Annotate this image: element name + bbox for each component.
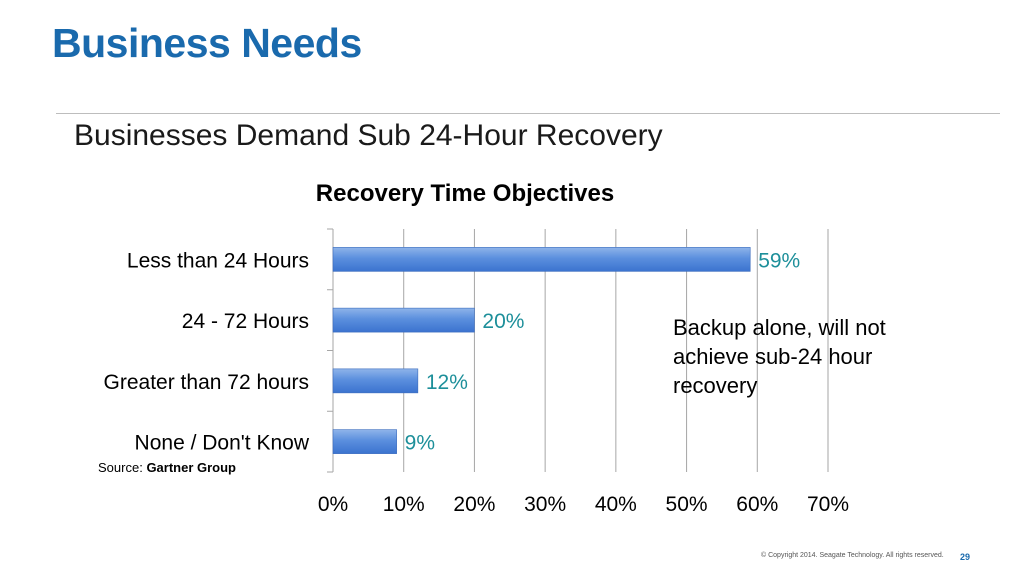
x-tick-label: 10% bbox=[383, 493, 425, 516]
chart-title: Recovery Time Objectives bbox=[315, 180, 615, 207]
category-label: Less than 24 Hours bbox=[127, 249, 309, 272]
category-label: 24 - 72 Hours bbox=[182, 310, 309, 333]
x-tick-label: 40% bbox=[595, 493, 637, 516]
axes bbox=[327, 228, 334, 473]
source-name: Gartner Group bbox=[146, 460, 237, 475]
x-tick-label: 60% bbox=[736, 493, 778, 516]
data-label: 59% bbox=[758, 249, 800, 272]
bars bbox=[332, 247, 751, 454]
bar bbox=[332, 247, 751, 272]
x-tick-label: 70% bbox=[807, 493, 849, 516]
category-label: None / Don't Know bbox=[135, 432, 310, 455]
x-tick-label: 20% bbox=[453, 493, 495, 516]
copyright-notice: © Copyright 2014. Seagate Technology. Al… bbox=[761, 552, 944, 559]
data-label: 20% bbox=[482, 310, 524, 333]
source-note: Source: Gartner Group bbox=[98, 460, 236, 475]
bar bbox=[332, 307, 475, 333]
x-tick-label: 50% bbox=[666, 493, 708, 516]
callout-note: Backup alone, will not achieve sub-24 ho… bbox=[673, 315, 886, 398]
slide-subtitle: Businesses Demand Sub 24-Hour Recovery bbox=[74, 119, 663, 152]
bar bbox=[332, 368, 419, 394]
labels: 0% 10% 20% 30% 40% 50% 60% 70% Less than 24 Hour… bbox=[104, 249, 849, 516]
data-label: 12% bbox=[426, 371, 468, 394]
category-label: Greater than 72 hours bbox=[104, 371, 309, 394]
x-tick-label: 30% bbox=[524, 493, 566, 516]
page-number: 29 bbox=[960, 552, 971, 562]
source-label: Source: bbox=[98, 460, 143, 475]
title-divider bbox=[56, 113, 1000, 114]
x-tick-label: 0% bbox=[318, 493, 348, 516]
bar bbox=[332, 429, 397, 454]
slide-title: Business Needs bbox=[52, 20, 362, 66]
data-label: 9% bbox=[405, 432, 435, 455]
